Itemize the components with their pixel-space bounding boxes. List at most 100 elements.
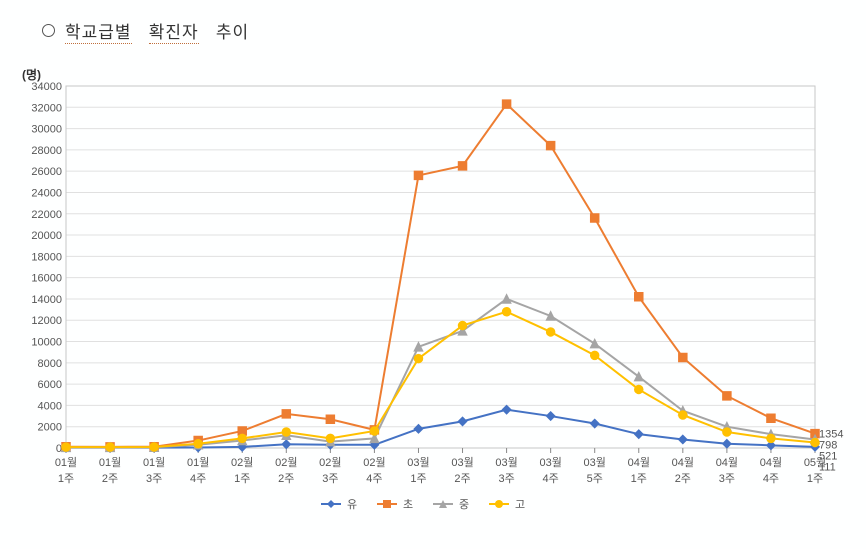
- marker-고: [459, 322, 467, 330]
- marker-고: [811, 438, 819, 446]
- marker-초: [459, 162, 467, 170]
- marker-유: [459, 417, 467, 425]
- marker-초: [635, 293, 643, 301]
- marker-유: [503, 406, 511, 414]
- x-tick-label-month: 01월: [143, 456, 165, 469]
- y-tick-label: 2000: [38, 422, 62, 434]
- x-tick-label-month: 02월: [231, 456, 253, 469]
- title-text: 학교급별 확진자 추이: [65, 18, 249, 43]
- marker-초: [679, 354, 687, 362]
- y-tick-label: 28000: [31, 145, 62, 157]
- marker-고: [591, 351, 599, 359]
- x-tick-label-week: 4주: [366, 473, 382, 485]
- title-word-2: 확진자: [149, 23, 199, 44]
- legend-marker-초: [383, 500, 391, 508]
- x-tick-label-month: 03월: [451, 456, 473, 469]
- series-line-초: [66, 104, 815, 447]
- x-tick-label-month: 04월: [760, 456, 782, 469]
- y-tick-label: 26000: [31, 166, 62, 178]
- x-tick-label-week: 1주: [807, 473, 823, 485]
- marker-고: [106, 443, 114, 451]
- title-spacer: [137, 23, 143, 42]
- marker-유: [635, 430, 643, 438]
- marker-고: [282, 428, 290, 436]
- marker-고: [503, 308, 511, 316]
- x-tick-label-month: 01월: [55, 456, 77, 469]
- x-tick-label-month: 01월: [187, 456, 209, 469]
- x-tick-label-week: 1주: [234, 473, 250, 485]
- y-tick-label: 30000: [31, 124, 62, 136]
- x-tick-label-week: 1주: [58, 473, 74, 485]
- y-tick-label: 4000: [38, 400, 62, 412]
- marker-고: [635, 385, 643, 393]
- x-tick-label-week: 4주: [543, 473, 559, 485]
- marker-초: [767, 414, 775, 422]
- y-tick-label: 16000: [31, 273, 62, 285]
- title-word-3: 추이: [216, 23, 249, 42]
- y-tick-label: 20000: [31, 230, 62, 242]
- marker-중: [414, 343, 422, 351]
- x-tick-label-month: 02월: [363, 456, 385, 469]
- y-tick-label: 12000: [31, 315, 62, 327]
- marker-초: [723, 392, 731, 400]
- legend-label-중: 중: [459, 499, 469, 511]
- marker-고: [414, 355, 422, 363]
- x-tick-label-week: 3주: [498, 473, 514, 485]
- title-spacer: [204, 23, 210, 42]
- y-tick-label: 14000: [31, 294, 62, 306]
- marker-유: [723, 440, 731, 448]
- y-tick-label: 22000: [31, 209, 62, 221]
- title-word-1: 학교급별: [65, 23, 132, 44]
- x-tick-label-month: 03월: [495, 456, 517, 469]
- x-tick-label-week: 2주: [278, 473, 294, 485]
- marker-유: [414, 425, 422, 433]
- x-tick-label-week: 4주: [190, 473, 206, 485]
- marker-고: [150, 443, 158, 451]
- x-tick-label-month: 04월: [672, 456, 694, 469]
- marker-고: [767, 434, 775, 442]
- x-tick-label-month: 04월: [716, 456, 738, 469]
- x-tick-label-month: 03월: [584, 456, 606, 469]
- marker-초: [591, 214, 599, 222]
- plot-border: [66, 86, 815, 448]
- x-tick-label-week: 1주: [410, 473, 426, 485]
- x-tick-label-month: 02월: [319, 456, 341, 469]
- marker-고: [62, 443, 70, 451]
- x-tick-label-week: 4주: [763, 473, 779, 485]
- chart-title: 학교급별 확진자 추이: [42, 18, 249, 43]
- marker-초: [414, 171, 422, 179]
- legend-label-고: 고: [515, 499, 525, 511]
- marker-고: [370, 427, 378, 435]
- series-line-유: [66, 410, 815, 448]
- x-tick-label-month: 04월: [628, 456, 650, 469]
- marker-중: [503, 295, 511, 303]
- marker-초: [503, 100, 511, 108]
- x-tick-label-month: 03월: [407, 456, 429, 469]
- y-tick-label: 18000: [31, 251, 62, 263]
- x-tick-label-week: 3주: [322, 473, 338, 485]
- x-tick-label-week: 2주: [675, 473, 691, 485]
- x-tick-label-week: 2주: [454, 473, 470, 485]
- marker-고: [326, 434, 334, 442]
- x-tick-label-month: 01월: [99, 456, 121, 469]
- marker-고: [194, 440, 202, 448]
- x-tick-label-month: 03월: [539, 456, 561, 469]
- marker-초: [282, 410, 290, 418]
- marker-유: [679, 435, 687, 443]
- x-tick-label-week: 3주: [719, 473, 735, 485]
- y-tick-label: 34000: [31, 81, 62, 93]
- marker-고: [238, 434, 246, 442]
- legend-label-초: 초: [403, 498, 413, 511]
- marker-고: [723, 428, 731, 436]
- x-tick-label-week: 2주: [102, 473, 118, 485]
- y-tick-label: 24000: [31, 187, 62, 199]
- y-tick-label: 0: [56, 443, 62, 455]
- y-tick-label: 32000: [31, 102, 62, 114]
- x-tick-label-week: 1주: [631, 473, 647, 485]
- legend-label-유: 유: [347, 498, 357, 511]
- marker-고: [547, 328, 555, 336]
- marker-유: [282, 440, 290, 448]
- y-tick-label: 6000: [38, 379, 62, 391]
- x-tick-label-week: 5주: [587, 473, 603, 485]
- chart-container: (명) 020004000600080001000012000140001600…: [20, 66, 846, 536]
